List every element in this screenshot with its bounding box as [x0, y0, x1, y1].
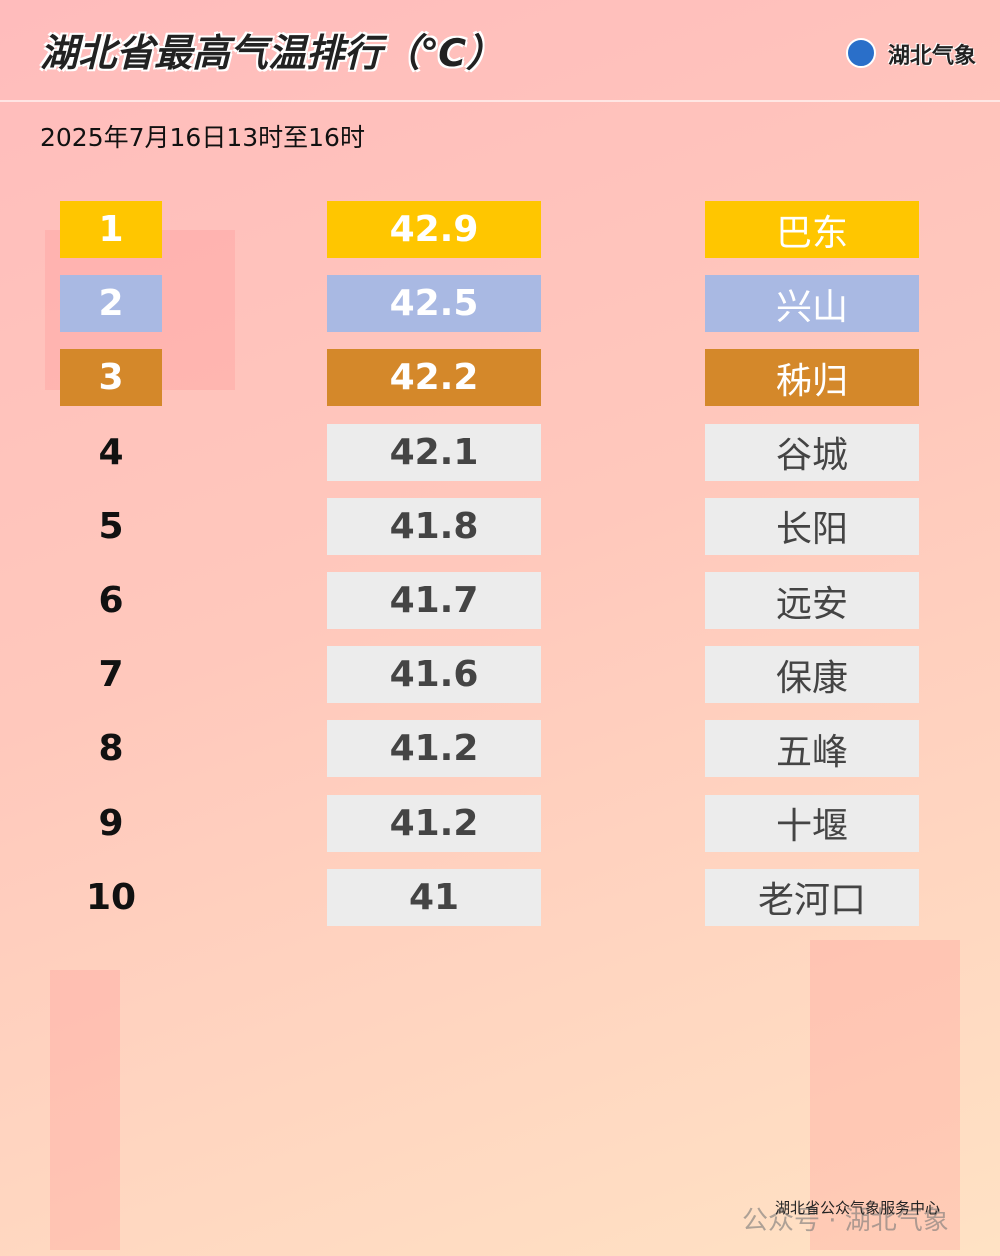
name-cell: 老河口 — [705, 868, 919, 926]
rank-cell: 9 — [98, 802, 124, 844]
name-cell: 保康 — [705, 646, 919, 704]
rank-cell: 3 — [60, 349, 162, 407]
value-cell: 41.2 — [327, 720, 541, 778]
value-cell: 41 — [327, 868, 541, 926]
name-cell: 远安 — [705, 572, 919, 629]
name-cell: 巴东 — [705, 201, 919, 258]
rank-cell: 2 — [60, 275, 162, 333]
value-cell: 42.2 — [327, 349, 541, 407]
rank-cell: 1 — [60, 201, 162, 258]
name-cell: 谷城 — [705, 423, 919, 481]
value-cell: 42.9 — [327, 201, 541, 258]
rank-cell: 5 — [98, 505, 124, 547]
name-cell: 兴山 — [705, 275, 919, 333]
rank-cell: 4 — [98, 431, 124, 473]
name-cell: 五峰 — [705, 720, 919, 778]
name-cell: 十堰 — [705, 794, 919, 852]
value-cell: 41.6 — [327, 646, 541, 704]
name-cell: 秭归 — [705, 349, 919, 407]
value-cell: 42.1 — [327, 423, 541, 481]
rank-cell: 10 — [85, 876, 137, 918]
pavilion-decoration — [810, 940, 960, 1250]
name-cell: 长阳 — [705, 497, 919, 555]
source: 湖北省公众气象服务中心 — [775, 1199, 941, 1217]
watermark: 公众号 · 湖北气象 — [742, 1206, 949, 1236]
rank-cell: 8 — [98, 728, 124, 770]
value-cell: 42.5 — [327, 275, 541, 333]
tower-decoration — [50, 970, 120, 1250]
rank-cell: 6 — [98, 580, 124, 621]
title: 湖北省最高气温排行（℃） — [40, 31, 505, 75]
value-cell: 41.2 — [327, 794, 541, 852]
value-cell: 41.7 — [327, 572, 541, 629]
logo-icon — [846, 38, 876, 68]
value-cell: 41.8 — [327, 497, 541, 555]
rank-cell: 7 — [98, 654, 124, 696]
logo-text: 湖北气象 — [887, 44, 976, 69]
divider — [0, 100, 1000, 102]
subtitle: 2025年7月16日13时至16时 — [40, 123, 365, 152]
